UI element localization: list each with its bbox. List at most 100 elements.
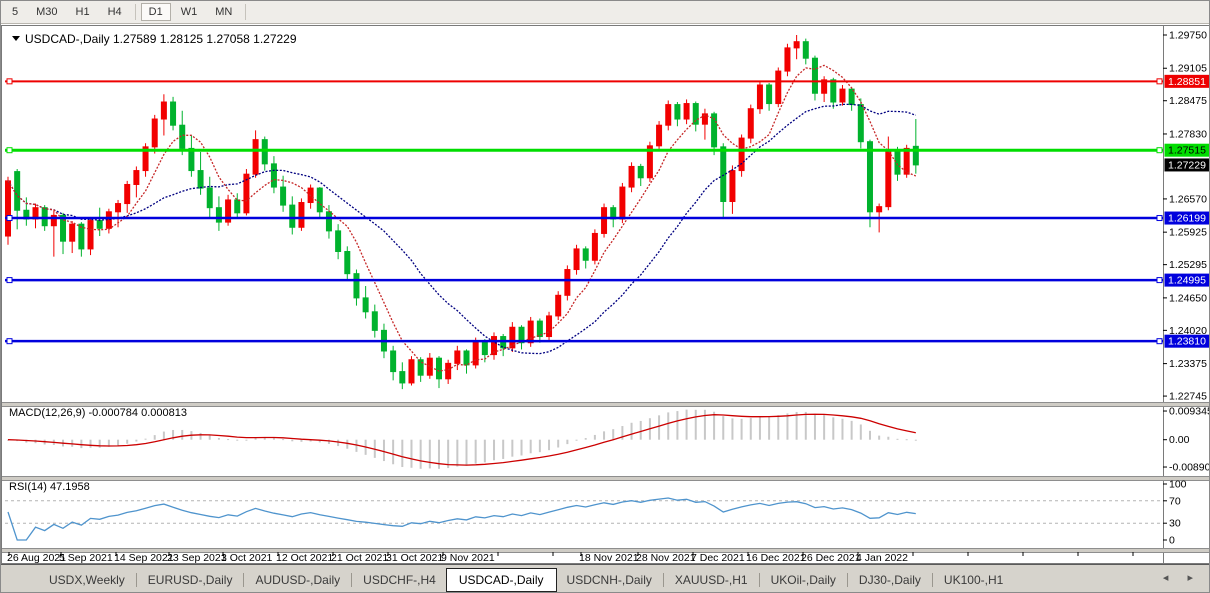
price-highlight-1.27229	[1164, 158, 1209, 172]
macd-bar	[493, 439, 496, 461]
date-label: 4 Jan 2022	[856, 552, 908, 564]
macd-bar	[272, 437, 275, 440]
tab-usdcad-daily[interactable]: USDCAD-,Daily	[445, 567, 557, 592]
macd-bar	[208, 435, 211, 440]
tab-eurusd-daily[interactable]: EURUSD-,Daily	[147, 572, 233, 587]
toolbar-separator	[245, 4, 247, 20]
macd-bar	[731, 418, 734, 440]
timeframe-button-w1[interactable]: W1	[180, 6, 198, 18]
macd-bar	[263, 437, 266, 440]
macd-bar	[639, 420, 642, 440]
line-handle[interactable]	[6, 338, 13, 345]
macd-bar	[713, 411, 716, 440]
macd-bar	[823, 415, 826, 440]
macd-axis-label: 0.009345	[1169, 406, 1210, 418]
macd-bar	[841, 418, 844, 440]
macd-bar	[685, 409, 688, 440]
line-handle[interactable]	[1156, 78, 1163, 85]
price-tick-label: 1.23375	[1169, 358, 1207, 370]
tab-scroll-arrows[interactable]: ◂ ▸	[1162, 572, 1201, 584]
price-highlight-1.23810	[1164, 334, 1209, 348]
macd-bar	[703, 409, 706, 440]
macd-bar	[795, 411, 798, 440]
pane-separator-main-macd[interactable]	[2, 403, 1210, 406]
pane-separator-rsi-dates[interactable]	[2, 549, 1210, 552]
macd-bar	[914, 439, 917, 441]
macd-bar	[896, 438, 899, 440]
macd-bar	[107, 439, 110, 447]
macd-bar	[740, 418, 743, 440]
macd-bar	[309, 439, 312, 442]
price-highlight-1.28851	[1164, 74, 1209, 88]
macd-bar	[98, 439, 101, 448]
rsi-axis-label: 0	[1169, 535, 1175, 547]
timeframe-button-m30[interactable]: M30	[36, 6, 58, 18]
macd-bar	[382, 439, 385, 462]
macd-bar	[346, 439, 349, 449]
macd-signal-line	[7, 413, 916, 466]
rsi-layer	[5, 497, 1163, 541]
timeframe-button-mn[interactable]: MN	[215, 6, 233, 18]
tab-audusd-daily[interactable]: AUDUSD-,Daily	[255, 572, 341, 587]
macd-bar	[502, 439, 505, 459]
macd-bar	[557, 439, 560, 448]
price-tick-label: 1.29750	[1169, 30, 1207, 42]
timeframe-button-h1[interactable]: H1	[75, 6, 90, 18]
line-handle[interactable]	[1156, 338, 1163, 345]
macd-bar	[603, 431, 606, 440]
macd-bar	[80, 439, 83, 449]
tab-dj30-daily[interactable]: DJ30-,Daily	[858, 572, 921, 587]
line-handle[interactable]	[6, 215, 13, 222]
line-handle[interactable]	[1156, 215, 1163, 222]
macd-bar	[337, 439, 340, 447]
price-axis[interactable]: 1.29750 1.29105 1.28475 1.27830 1.26570 1.259…	[1163, 30, 1210, 547]
tab-divider	[846, 572, 848, 587]
tab-usdcnh-daily[interactable]: USDCNH-,Daily	[566, 572, 652, 587]
timeframe-button-5[interactable]: 5	[12, 6, 19, 18]
macd-bar	[245, 439, 248, 441]
macd-bar	[566, 439, 569, 445]
macd-bar	[520, 439, 523, 456]
line-handle[interactable]	[1156, 147, 1163, 154]
timeframe-button-d1[interactable]: D1	[140, 3, 171, 21]
price-tick-label: 1.27830	[1169, 128, 1207, 140]
price-tick-label: 1.29105	[1169, 63, 1207, 75]
macd-bar	[612, 429, 615, 440]
pane-separator-macd-rsi[interactable]	[2, 477, 1210, 480]
tab-uk100-h1[interactable]: UK100-,H1	[943, 572, 1004, 587]
macd-bar	[71, 439, 74, 447]
line-handle[interactable]	[6, 277, 13, 284]
macd-bar	[813, 413, 816, 440]
tab-xauusd-h1[interactable]: XAUUSD-,H1	[674, 572, 748, 587]
tab-divider	[931, 572, 933, 587]
macd-bar	[217, 438, 220, 440]
macd-label: MACD(12,26,9) -0.000784 0.000813	[9, 407, 187, 419]
chart-dropdown-icon[interactable]	[12, 36, 20, 41]
macd-bar	[456, 439, 459, 467]
tab-usdchf-h4[interactable]: USDCHF-,H4	[363, 572, 436, 587]
macd-bar	[859, 424, 862, 440]
date-label: 26 Dec 2021	[801, 552, 861, 564]
macd-bar	[447, 439, 450, 469]
timeframe-button-h4[interactable]: H4	[107, 6, 122, 18]
rsi-axis-label: 70	[1169, 495, 1181, 507]
price-highlight-label: 1.28851	[1168, 76, 1206, 88]
rsi-axis-label: 30	[1169, 518, 1181, 530]
macd-bar	[355, 439, 358, 452]
date-label: 31 Oct 2021	[386, 552, 443, 564]
tab-divider	[135, 572, 137, 587]
line-handle[interactable]	[6, 147, 13, 154]
macd-bar	[126, 439, 129, 444]
line-handle[interactable]	[1156, 277, 1163, 284]
macd-bar	[538, 439, 541, 453]
chart-title: USDCAD-,Daily 1.27589 1.28125 1.27058 1.…	[25, 32, 297, 46]
line-handle[interactable]	[6, 78, 13, 85]
macd-axis-label: 0.00	[1169, 434, 1190, 446]
price-tick-label: 1.25295	[1169, 259, 1207, 271]
tab-usdx-weekly[interactable]: USDX,Weekly	[49, 572, 125, 587]
macd-bar	[593, 434, 596, 440]
tab-ukoil-daily[interactable]: UKOil-,Daily	[770, 572, 836, 587]
